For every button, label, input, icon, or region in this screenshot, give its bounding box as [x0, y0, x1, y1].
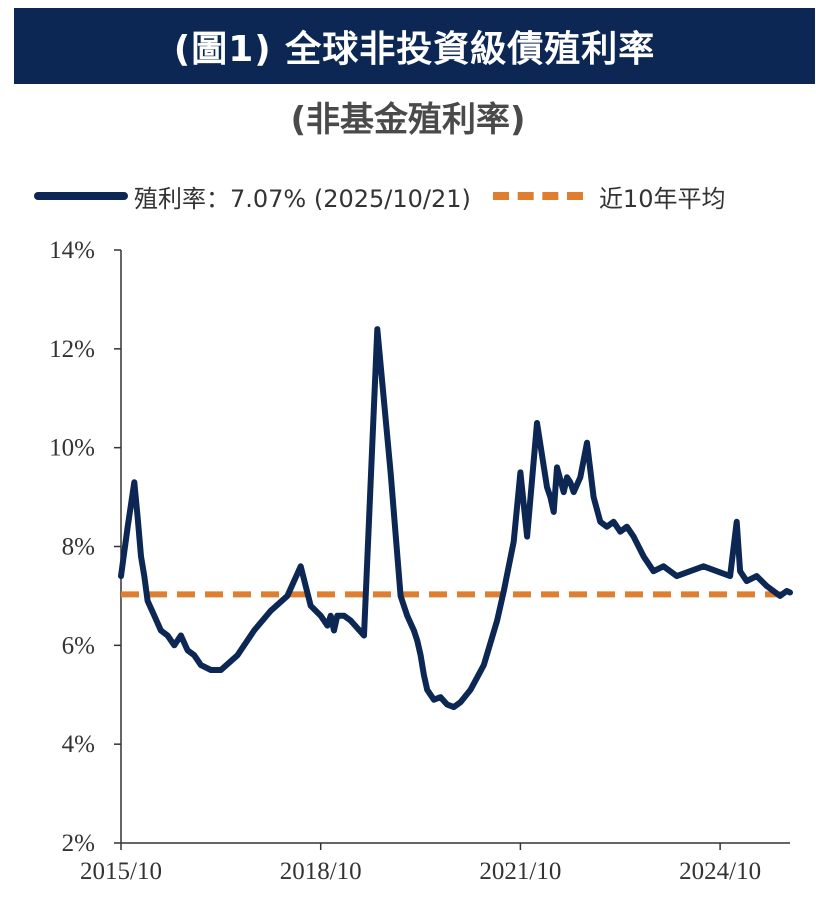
y-tick-label: 4%	[62, 731, 95, 758]
x-tick-label: 2021/10	[479, 858, 561, 885]
y-tick-label: 10%	[49, 435, 95, 462]
y-tick-label: 12%	[49, 336, 95, 363]
x-tick-label: 2015/10	[80, 858, 162, 885]
y-tick-label: 8%	[62, 534, 95, 561]
y-tick-label: 14%	[49, 237, 95, 264]
chart-legend: 殖利率：7.07% (2025/10/21) 近10年平均	[34, 176, 725, 216]
series-yield-line	[118, 326, 793, 711]
legend-yield-swatch	[34, 192, 128, 200]
chart-subtitle: (非基金殖利率)	[290, 100, 526, 140]
y-tick-label: 2%	[62, 830, 95, 857]
chart-title: (圖1) 全球非投資級債殖利率	[173, 29, 656, 70]
x-tick-label: 2018/10	[280, 858, 362, 885]
x-tick-label: 2024/10	[679, 858, 761, 885]
legend-average-label: 近10年平均	[598, 184, 726, 213]
y-tick-label: 6%	[62, 632, 95, 659]
chart-title-banner: (圖1) 全球非投資級債殖利率	[14, 8, 815, 84]
legend-average-swatch	[492, 192, 583, 200]
legend-yield-label: 殖利率：7.07% (2025/10/21)	[134, 184, 471, 213]
